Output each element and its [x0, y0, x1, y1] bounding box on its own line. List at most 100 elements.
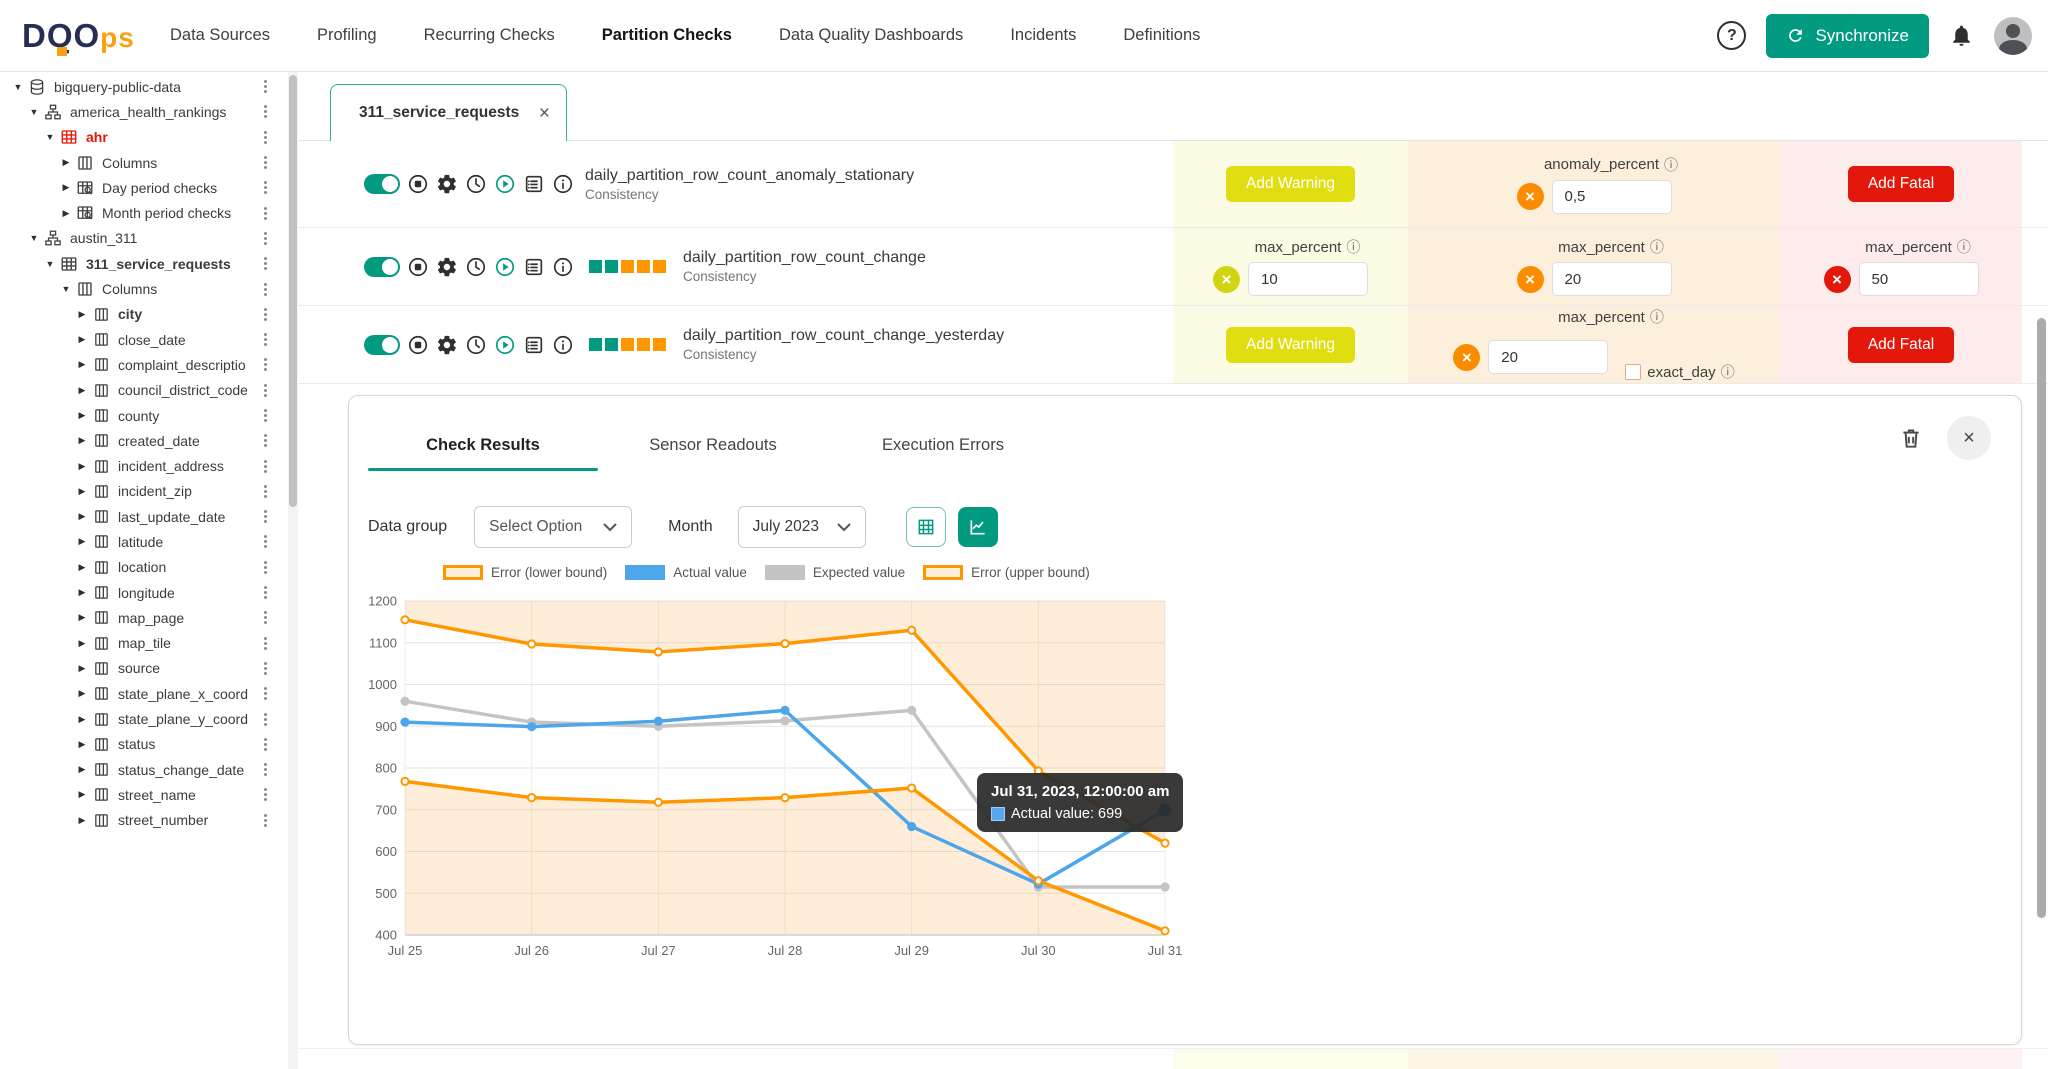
error-max_percent-input[interactable]	[1551, 262, 1672, 296]
tab-311-service-requests[interactable]: 311_service_requests ×	[330, 84, 567, 141]
add-fatal-button[interactable]: Add Fatal	[1847, 326, 1955, 363]
expand-arrow-icon[interactable]: ▶	[78, 460, 86, 471]
page-scrollbar-thumb[interactable]	[2037, 318, 2046, 918]
disable-check-icon[interactable]	[407, 256, 429, 278]
more-options-icon[interactable]	[260, 104, 270, 120]
tree-item-map_tile[interactable]: ▶ map_tile	[0, 631, 286, 656]
tree-item-status_change_date[interactable]: ▶ status_change_date	[0, 757, 286, 782]
check-enabled-toggle[interactable]	[364, 334, 400, 355]
schedule-icon[interactable]	[465, 256, 487, 278]
notifications-bell-icon[interactable]	[1949, 23, 1974, 48]
results-tab-sensor-readouts[interactable]: Sensor Readouts	[649, 436, 777, 454]
tree-item-close_date[interactable]: ▶ close_date	[0, 327, 286, 352]
results-icon[interactable]	[523, 334, 545, 356]
add-warning-button[interactable]: Add Warning	[1225, 166, 1356, 202]
expand-arrow-icon[interactable]: ▶	[78, 612, 86, 623]
remove-error-rule-icon[interactable]: ×	[1453, 343, 1481, 371]
more-options-icon[interactable]	[260, 509, 270, 525]
tree-item-location[interactable]: ▶ location	[0, 555, 286, 580]
tree-item-complaint_descriptio[interactable]: ▶ complaint_descriptio	[0, 352, 286, 377]
tree-item-council_district_code[interactable]: ▶ council_district_code	[0, 378, 286, 403]
more-options-icon[interactable]	[260, 635, 270, 651]
tree-item-day-period-checks[interactable]: ▶ Day period checks	[0, 175, 286, 200]
schedule-icon[interactable]	[465, 173, 487, 195]
expand-arrow-icon[interactable]: ▶	[78, 637, 86, 648]
expand-arrow-icon[interactable]: ▶	[78, 308, 86, 319]
more-options-icon[interactable]	[260, 230, 270, 246]
more-options-icon[interactable]	[260, 534, 270, 550]
param-info-icon[interactable]: ⓘ	[1956, 239, 1971, 255]
more-options-icon[interactable]	[260, 585, 270, 601]
tree-item-longitude[interactable]: ▶ longitude	[0, 580, 286, 605]
settings-icon[interactable]	[436, 334, 458, 356]
more-options-icon[interactable]	[260, 610, 270, 626]
more-options-icon[interactable]	[260, 787, 270, 803]
expand-arrow-icon[interactable]: ▶	[78, 410, 86, 420]
info-icon[interactable]	[552, 256, 574, 278]
tree-item-county[interactable]: ▶ county	[0, 403, 286, 428]
tree-item-map_page[interactable]: ▶ map_page	[0, 605, 286, 630]
more-options-icon[interactable]	[260, 382, 270, 398]
tree-item-street_number[interactable]: ▶ street_number	[0, 808, 286, 833]
table-view-button[interactable]	[905, 507, 946, 547]
nav-item-data-sources[interactable]: Data Sources	[170, 26, 270, 44]
tree-item-created_date[interactable]: ▶ created_date	[0, 428, 286, 453]
collapse-arrow-icon[interactable]: ▼	[45, 132, 55, 143]
results-tab-check-results[interactable]: Check Results	[368, 436, 598, 471]
tree-item-incident_zip[interactable]: ▶ incident_zip	[0, 479, 286, 504]
run-check-icon[interactable]	[494, 256, 516, 278]
sidebar-scrollbar-thumb[interactable]	[289, 75, 297, 507]
more-options-icon[interactable]	[260, 205, 270, 221]
remove-fatal-rule-icon[interactable]: ×	[1823, 265, 1851, 293]
more-options-icon[interactable]	[260, 736, 270, 752]
fatal-max_percent-input[interactable]	[1858, 262, 1979, 296]
nav-item-recurring-checks[interactable]: Recurring Checks	[423, 26, 555, 44]
collapse-arrow-icon[interactable]: ▼	[13, 81, 23, 92]
nav-item-definitions[interactable]: Definitions	[1123, 26, 1201, 44]
chart-view-button[interactable]	[957, 507, 998, 547]
info-icon[interactable]	[552, 173, 574, 195]
results-tab-execution-errors[interactable]: Execution Errors	[882, 436, 1004, 454]
more-options-icon[interactable]	[260, 686, 270, 702]
more-options-icon[interactable]	[260, 660, 270, 676]
nav-item-profiling[interactable]: Profiling	[316, 26, 377, 44]
add-fatal-button[interactable]: Add Fatal	[1847, 166, 1955, 202]
settings-icon[interactable]	[436, 173, 458, 195]
param-info-icon[interactable]: ⓘ	[1720, 364, 1735, 380]
param-info-icon[interactable]: ⓘ	[1346, 239, 1361, 255]
tree-item-latitude[interactable]: ▶ latitude	[0, 529, 286, 554]
more-options-icon[interactable]	[260, 332, 270, 348]
check-enabled-toggle[interactable]	[364, 256, 400, 277]
tree-item-state_plane_x_coord[interactable]: ▶ state_plane_x_coord	[0, 681, 286, 706]
expand-arrow-icon[interactable]: ▶	[78, 435, 86, 446]
help-icon[interactable]: ?	[1717, 21, 1747, 50]
synchronize-button[interactable]: Synchronize	[1766, 13, 1929, 58]
results-icon[interactable]	[523, 173, 545, 195]
expand-arrow-icon[interactable]: ▶	[78, 511, 86, 522]
more-options-icon[interactable]	[260, 433, 270, 449]
more-options-icon[interactable]	[260, 180, 270, 196]
expand-arrow-icon[interactable]: ▶	[78, 688, 86, 699]
delete-results-button[interactable]	[1889, 416, 1933, 460]
tab-close-icon[interactable]: ×	[538, 102, 550, 124]
tree-item-ahr[interactable]: ▼ ahr	[0, 125, 286, 150]
tree-item-america_health_rankings[interactable]: ▼ america_health_rankings	[0, 99, 286, 124]
expand-arrow-icon[interactable]: ▶	[62, 182, 70, 193]
expand-arrow-icon[interactable]: ▶	[78, 662, 86, 673]
more-options-icon[interactable]	[260, 256, 270, 272]
more-options-icon[interactable]	[260, 306, 270, 322]
disable-check-icon[interactable]	[407, 173, 429, 195]
more-options-icon[interactable]	[260, 711, 270, 727]
tree-item-austin_311[interactable]: ▼ austin_311	[0, 226, 286, 251]
tree-item-city[interactable]: ▶ city	[0, 302, 286, 327]
expand-arrow-icon[interactable]: ▶	[78, 789, 86, 800]
info-icon[interactable]	[552, 334, 574, 356]
remove-error-rule-icon[interactable]: ×	[1516, 265, 1544, 293]
more-options-icon[interactable]	[260, 155, 270, 171]
close-results-button[interactable]: ×	[1947, 416, 1991, 460]
tree-item-street_name[interactable]: ▶ street_name	[0, 782, 286, 807]
more-options-icon[interactable]	[260, 762, 270, 778]
more-options-icon[interactable]	[260, 483, 270, 499]
expand-arrow-icon[interactable]: ▶	[78, 814, 86, 825]
tree-item-month-period-checks[interactable]: ▶ Month period checks	[0, 200, 286, 225]
